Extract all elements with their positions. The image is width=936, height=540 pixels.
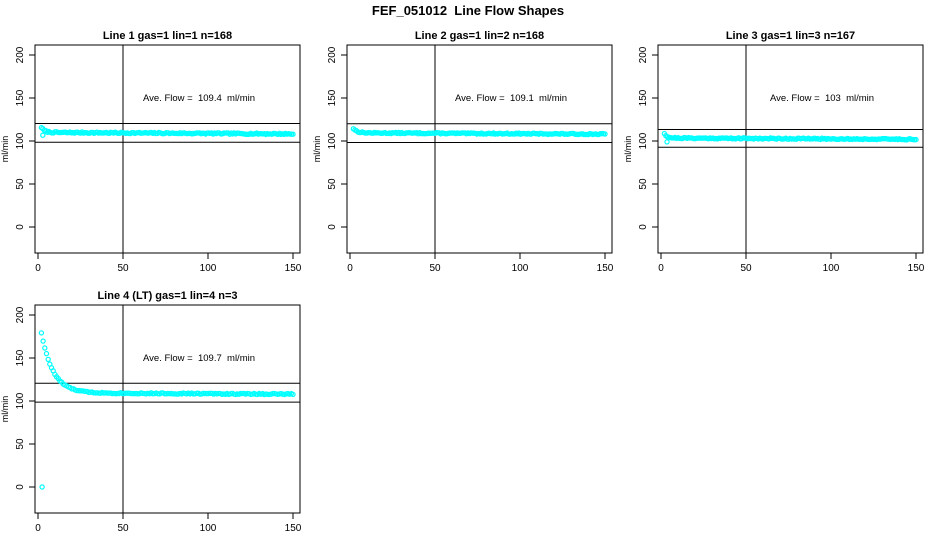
x-tick-label: 100 (200, 523, 217, 534)
panel-line-4: Line 4 (LT) gas=1 lin=4 n=3 0 50 100 150 0 50 1… (0, 285, 312, 540)
x-tick-label: 0 (347, 263, 353, 274)
y-axis: 0 50 100 150 200 (15, 306, 35, 490)
x-tick-label: 150 (285, 523, 302, 534)
ave-flow-annotation: Ave. Flow = 109.7 ml/min (143, 353, 255, 364)
plot-box (346, 44, 613, 254)
y-axis: 0 50 100 150 200 (15, 46, 35, 230)
outlier-point (664, 139, 670, 145)
ave-flow-annotation: Ave. Flow = 109.1 ml/min (455, 93, 567, 104)
x-tick-label: 50 (117, 263, 129, 274)
y-tick-label: 50 (15, 438, 26, 450)
plot-box (34, 304, 301, 514)
y-tick-label: 150 (327, 89, 338, 106)
y-tick-label: 50 (327, 178, 338, 190)
y-tick-label: 200 (15, 306, 26, 323)
y-tick-label: 150 (15, 349, 26, 366)
panel-title: Line 4 (LT) gas=1 lin=4 n=3 (97, 290, 237, 302)
y-axis: 0 50 100 150 200 (638, 46, 658, 230)
y-axis-label: ml/min (0, 396, 10, 423)
y-tick-label: 100 (638, 132, 649, 149)
y-axis: 0 50 100 150 200 (327, 46, 347, 230)
panel-line-3: Line 3 gas=1 lin=3 n=167 0 50 100 150 0 50 100 1… (623, 25, 935, 280)
y-tick-label: 50 (15, 178, 26, 190)
panel-title: Line 3 gas=1 lin=3 n=167 (726, 30, 855, 42)
panel-title: Line 1 gas=1 lin=1 n=168 (103, 30, 232, 42)
y-tick-label: 0 (638, 224, 649, 230)
x-tick-label: 100 (512, 263, 529, 274)
outlier-point (40, 132, 46, 138)
y-tick-label: 100 (327, 132, 338, 149)
plot-box (657, 44, 924, 254)
x-tick-label: 0 (658, 263, 664, 274)
ave-flow-annotation: Ave. Flow = 109.4 ml/min (143, 93, 255, 104)
x-tick-label: 50 (429, 263, 441, 274)
outlier-point (39, 484, 45, 490)
x-tick-label: 150 (285, 263, 302, 274)
page-title: FEF_051012 Line Flow Shapes (371, 3, 565, 18)
y-axis-label: ml/min (312, 136, 322, 163)
y-tick-label: 150 (15, 89, 26, 106)
y-axis-label: ml/min (0, 136, 10, 163)
data-points (38, 330, 296, 490)
data-points (661, 130, 919, 145)
data-points (350, 126, 608, 138)
y-tick-label: 200 (638, 46, 649, 63)
x-tick-label: 50 (117, 523, 129, 534)
x-tick-label: 100 (823, 263, 840, 274)
x-axis: 0 50 100 150 (35, 513, 302, 534)
y-tick-label: 100 (15, 392, 26, 409)
y-tick-label: 200 (327, 46, 338, 63)
ave-flow-annotation: Ave. Flow = 103 ml/min (770, 93, 874, 104)
panel-line-2: Line 2 gas=1 lin=2 n=168 0 50 100 150 0 50 100 1… (312, 25, 624, 280)
panel-line-1: Line 1 gas=1 lin=1 n=168 0 50 100 150 0 50 100 1… (0, 25, 312, 280)
x-axis: 0 50 100 150 (347, 253, 614, 274)
y-tick-label: 50 (638, 178, 649, 190)
panel-3-canvas: Line 3 gas=1 lin=3 n=167 0 50 100 150 0 50 100 1… (623, 30, 925, 274)
x-axis: 0 50 100 150 (35, 253, 302, 274)
x-tick-label: 150 (597, 263, 614, 274)
y-tick-label: 0 (327, 224, 338, 230)
y-tick-label: 200 (15, 46, 26, 63)
x-axis: 0 50 100 150 (658, 253, 925, 274)
panel-2-canvas: Line 2 gas=1 lin=2 n=168 0 50 100 150 0 50 100 1… (312, 30, 614, 274)
x-tick-label: 100 (200, 263, 217, 274)
panel-title: Line 2 gas=1 lin=2 n=168 (415, 30, 544, 42)
y-tick-label: 0 (15, 484, 26, 490)
x-tick-label: 50 (740, 263, 752, 274)
y-tick-label: 100 (15, 132, 26, 149)
x-tick-label: 0 (35, 263, 41, 274)
x-tick-label: 0 (35, 523, 41, 534)
x-tick-label: 150 (908, 263, 925, 274)
panel-1-canvas: Line 1 gas=1 lin=1 n=168 0 50 100 150 0 50 100 1… (0, 30, 302, 274)
plot-box (34, 44, 301, 254)
y-tick-label: 150 (638, 89, 649, 106)
data-points (38, 124, 296, 138)
y-tick-label: 0 (15, 224, 26, 230)
panel-4-canvas: Line 4 (LT) gas=1 lin=4 n=3 0 50 100 150 0 50 1… (0, 290, 302, 534)
y-axis-label: ml/min (623, 136, 633, 163)
